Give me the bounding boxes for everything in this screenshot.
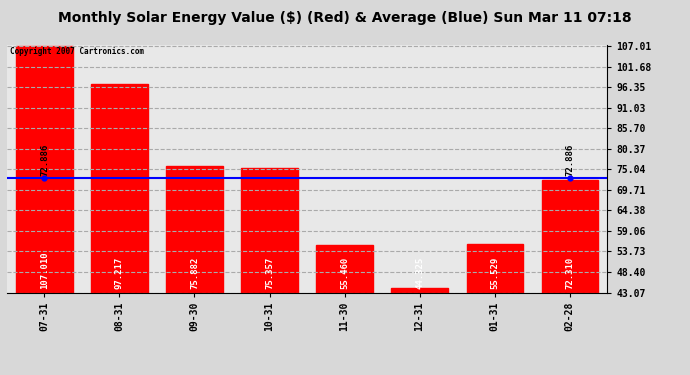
Text: 55.460: 55.460 (340, 256, 349, 289)
Text: 44.325: 44.325 (415, 256, 424, 289)
Text: 72.310: 72.310 (565, 256, 574, 289)
Text: 97.217: 97.217 (115, 256, 124, 289)
Bar (391, 288, 448, 292)
Bar (466, 244, 523, 292)
Bar (91, 84, 148, 292)
Text: 72.886: 72.886 (565, 144, 574, 176)
Text: Copyright 2007 Cartronics.com: Copyright 2007 Cartronics.com (10, 48, 144, 57)
Bar (17, 46, 72, 292)
Text: 75.357: 75.357 (265, 256, 274, 289)
Bar (166, 166, 223, 292)
Bar (317, 245, 373, 292)
Bar (542, 180, 598, 292)
Text: 107.010: 107.010 (40, 251, 49, 289)
Text: Monthly Solar Energy Value ($) (Red) & Average (Blue) Sun Mar 11 07:18: Monthly Solar Energy Value ($) (Red) & A… (58, 11, 632, 25)
Bar (241, 168, 297, 292)
Text: 55.529: 55.529 (490, 256, 499, 289)
Text: 72.886: 72.886 (40, 144, 49, 176)
Text: 75.882: 75.882 (190, 256, 199, 289)
